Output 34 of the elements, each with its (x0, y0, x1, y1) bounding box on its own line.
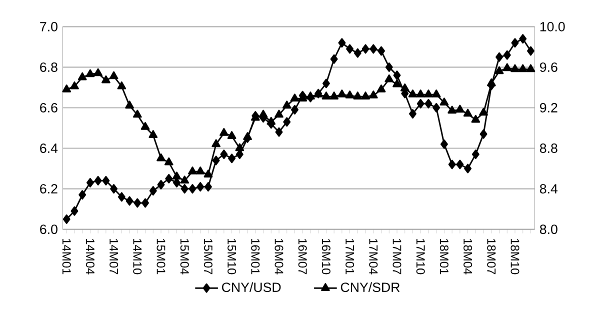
y-tick-label: 7.0 (40, 22, 58, 32)
legend-label: CNY/SDR (340, 282, 400, 292)
y-tick-label: 6.4 (40, 144, 58, 153)
y2-tick-label: 8.4 (540, 184, 558, 194)
y-tick-label: 6.6 (40, 103, 58, 112)
x-tick-label: 14M10 (133, 238, 142, 274)
x-tick-label: 17M01 (346, 238, 354, 274)
x-tick-label: 18M01 (440, 238, 448, 274)
x-tick-label: 18M10 (510, 238, 520, 274)
legend-label: CNY/USD (222, 282, 281, 292)
x-tick-label: 18M04 (464, 238, 472, 274)
x-tick-label: 14M01 (62, 238, 71, 274)
x-tick-label: 17M07 (392, 238, 402, 274)
x-tick-label: 16M01 (251, 238, 260, 274)
y2-tick-label: 9.6 (540, 62, 558, 72)
x-tick-label: 18M07 (487, 238, 496, 274)
x-tick-label: 15M10 (228, 238, 236, 274)
x-tick-label: 16M04 (274, 238, 284, 274)
x-tick-label: 15M07 (204, 238, 212, 274)
y2-tick-label: 9.2 (540, 103, 558, 112)
y-tick-label: 6.2 (40, 184, 58, 194)
x-tick-label: 15M01 (156, 238, 166, 274)
x-tick-label: 16M07 (298, 238, 307, 274)
x-tick-label: 15M04 (180, 238, 189, 274)
y-tick-label: 6.8 (40, 62, 58, 72)
y2-tick-label: 8.8 (540, 144, 558, 153)
x-tick-label: 17M10 (416, 238, 425, 274)
x-tick-label: 17M04 (369, 238, 378, 274)
x-tick-label: 14M07 (110, 238, 118, 274)
x-tick-label: 16M10 (322, 238, 330, 274)
y-tick-label: 6.0 (40, 224, 58, 234)
y2-tick-label: 10.0 (540, 22, 565, 32)
x-tick-label: 14M04 (86, 238, 94, 274)
y2-tick-label: 8.0 (540, 224, 558, 234)
